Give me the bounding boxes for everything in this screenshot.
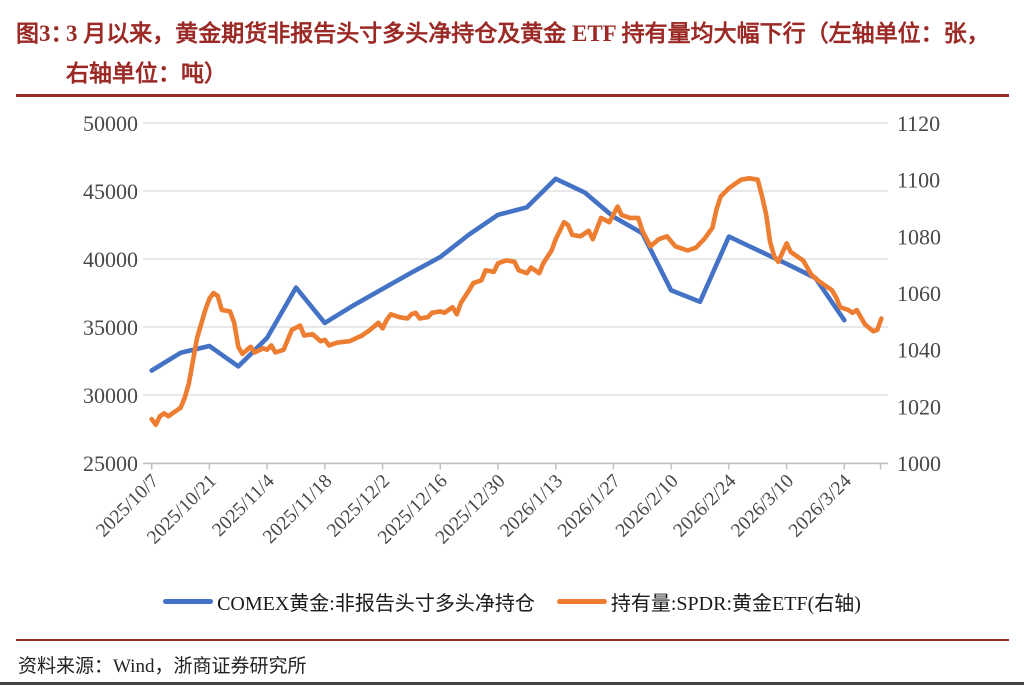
figure-number-label: 图3：: [16, 21, 74, 46]
x-axis-tick-label: 2026/1/27: [554, 471, 625, 542]
legend-line-swatch-orange: [556, 599, 607, 604]
page-bottom-border: [0, 682, 1024, 685]
chart-legend: COMEX黄金:非报告头寸多头净持仓 持有量:SPDR:黄金ETF(右轴): [0, 587, 1024, 616]
series-line-etf: [149, 176, 884, 428]
legend-label-comex: COMEX黄金:非报告头寸多头净持仓: [217, 593, 535, 615]
figure-title-text: 3 月以来，黄金期货非报告头寸多头净持仓及黄金 ETF 持有量均大幅下行（左轴单…: [66, 21, 990, 86]
x-axis-tick-label: 2026/2/24: [670, 471, 741, 542]
legend-item-etf: 持有量:SPDR:黄金ETF(右轴): [556, 587, 861, 616]
legend-line-swatch-blue: [163, 599, 214, 604]
left-axis-tick-label: 30000: [83, 383, 138, 408]
left-axis-tick-label: 40000: [83, 247, 138, 272]
right-axis-tick-label: 1000: [897, 451, 941, 476]
title-divider-rule: [16, 94, 1009, 97]
right-axis-tick-label: 1080: [897, 224, 941, 249]
left-axis-tick-label: 50000: [83, 111, 138, 136]
series-line-comex: [149, 176, 847, 373]
x-axis-tick-label: 2026/2/10: [612, 471, 683, 542]
right-axis-tick-label: 1120: [897, 111, 940, 136]
right-axis-tick-label: 1040: [897, 338, 941, 363]
footer-divider-rule: [16, 639, 1009, 641]
x-axis-tick-label: 2026/3/24: [785, 471, 856, 542]
legend-item-comex: COMEX黄金:非报告头寸多头净持仓: [163, 587, 535, 616]
x-axis-tick-label: 2026/3/10: [727, 471, 798, 542]
right-axis-tick-label: 1100: [897, 168, 940, 193]
left-axis-tick-label: 25000: [83, 451, 138, 476]
left-axis-tick-label: 45000: [83, 179, 138, 204]
left-axis-tick-label: 35000: [83, 315, 138, 340]
x-axis-tick-label: 2026/1/13: [496, 471, 567, 542]
right-axis-tick-label: 1020: [897, 394, 941, 419]
legend-label-etf: 持有量:SPDR:黄金ETF(右轴): [610, 593, 861, 615]
figure-title: 图3： 3 月以来，黄金期货非报告头寸多头净持仓及黄金 ETF 持有量均大幅下行…: [16, 14, 1012, 94]
data-source-note: 资料来源：Wind，浙商证券研究所: [18, 656, 307, 677]
right-axis-tick-label: 1060: [897, 281, 941, 306]
